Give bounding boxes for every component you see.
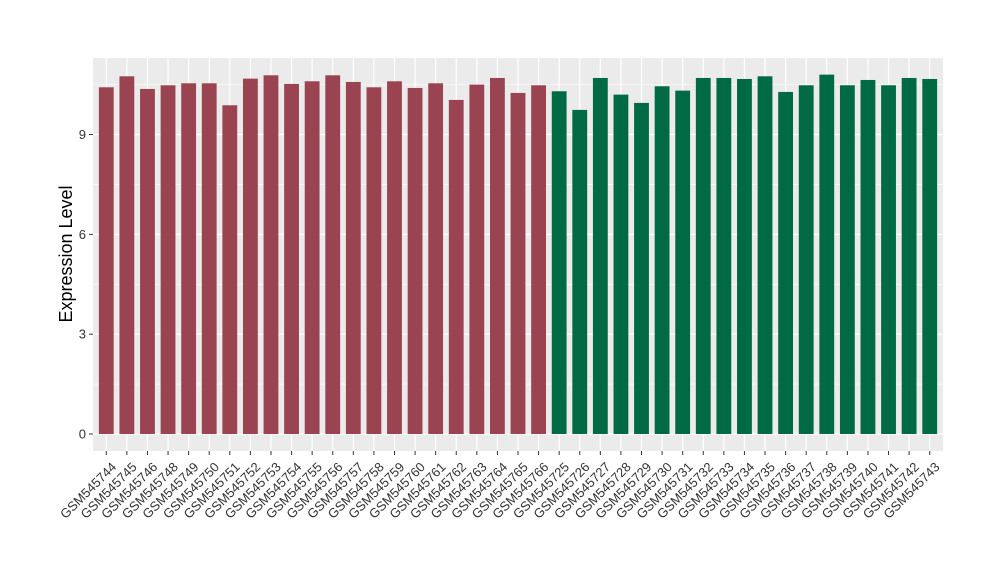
y-axis-title: Expression Level xyxy=(56,185,76,322)
bar-GSM545725 xyxy=(551,91,567,434)
y-axis: 0 3 6 9 xyxy=(79,127,93,442)
bar-GSM545726 xyxy=(572,109,588,435)
bar-GSM545760 xyxy=(407,87,423,434)
bar-GSM545748 xyxy=(160,85,176,434)
bar-GSM545745 xyxy=(119,76,135,434)
bar-GSM545736 xyxy=(778,91,794,434)
bar-GSM545744 xyxy=(98,87,114,434)
bar-GSM545755 xyxy=(304,81,320,434)
bar-GSM545766 xyxy=(531,85,546,434)
bar-GSM545765 xyxy=(510,92,526,434)
y-tick-label: 9 xyxy=(79,127,86,142)
bar-GSM545743 xyxy=(922,78,938,434)
bar-GSM545737 xyxy=(798,85,814,434)
bar-GSM545757 xyxy=(345,81,361,434)
bar-GSM545741 xyxy=(881,85,896,434)
bar-GSM545750 xyxy=(201,83,217,434)
bar-GSM545738 xyxy=(819,74,835,434)
bar-GSM545754 xyxy=(284,83,299,434)
bar-GSM545752 xyxy=(242,78,258,434)
bar-GSM545753 xyxy=(263,75,279,434)
bar-GSM545727 xyxy=(592,77,608,434)
bar-GSM545751 xyxy=(222,105,238,434)
bar-GSM545762 xyxy=(448,99,464,435)
bar-GSM545735 xyxy=(757,76,773,434)
bar-GSM545734 xyxy=(737,78,752,434)
bar-GSM545732 xyxy=(695,77,711,434)
y-tick-label: 3 xyxy=(79,327,86,342)
bar-GSM545729 xyxy=(634,102,649,435)
bar-GSM545742 xyxy=(901,77,917,434)
bar-GSM545746 xyxy=(140,88,155,434)
y-tick-label: 6 xyxy=(79,227,86,242)
bar-GSM545756 xyxy=(325,75,341,434)
bar-GSM545761 xyxy=(428,83,444,434)
bar-GSM545764 xyxy=(490,77,505,434)
bar-GSM545763 xyxy=(469,84,485,434)
bar-GSM545733 xyxy=(716,77,732,434)
x-axis: GSM545744GSM545745GSM545746GSM545748GSM5… xyxy=(57,451,943,522)
bar-GSM545749 xyxy=(181,83,197,434)
bar-GSM545740 xyxy=(860,79,876,434)
y-tick-label: 0 xyxy=(79,427,86,442)
bar-GSM545758 xyxy=(366,87,382,434)
bar-GSM545730 xyxy=(654,86,670,434)
bar-GSM545739 xyxy=(839,85,855,434)
bar-GSM545759 xyxy=(387,81,402,434)
bar-GSM545728 xyxy=(613,94,629,434)
bars xyxy=(98,74,938,435)
bar-GSM545731 xyxy=(675,90,691,434)
